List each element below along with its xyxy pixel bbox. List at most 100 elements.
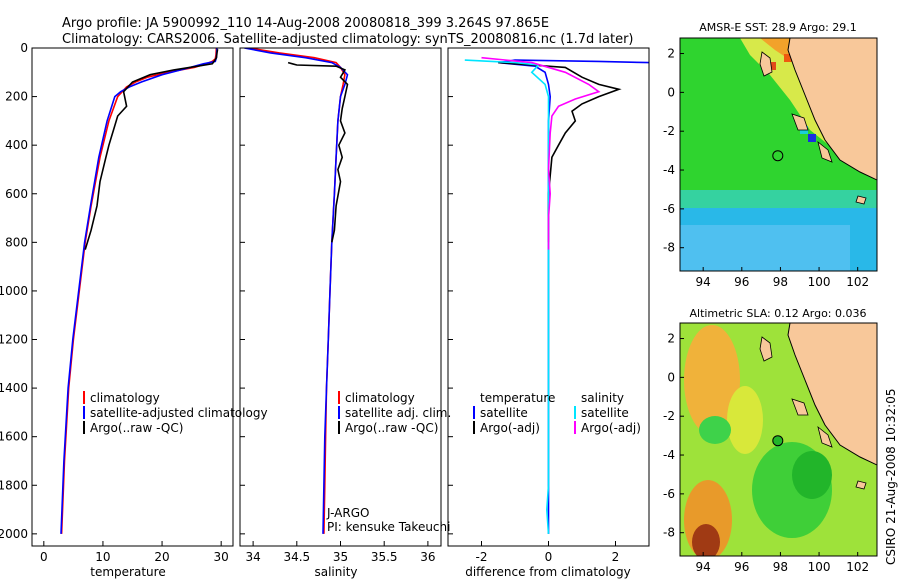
temperature-plot-frame	[31, 47, 234, 547]
sst-lat-label-1: 0	[667, 85, 675, 99]
temperature-legend: climatology satellite-adjusted climatolo…	[83, 391, 268, 435]
sla-land	[787, 323, 877, 466]
salinity-panel: 34 34.5 35 35.5 36 salinity climatology sate…	[239, 47, 451, 579]
diff-series-0	[498, 59, 649, 534]
sst-hot-pixel-1	[768, 62, 776, 70]
depth-tick-label-3: 600	[5, 187, 28, 201]
sst-land	[787, 38, 877, 181]
sst-cool-band-edge	[680, 190, 877, 208]
sst-island-3	[817, 140, 833, 163]
sla-green-blob-3	[792, 451, 832, 499]
sla-island-3	[817, 425, 833, 448]
sst-lat-label-0: 2	[667, 47, 675, 61]
sla-lon-label-0: 94	[696, 560, 711, 574]
legend-label-climatology: climatology	[90, 391, 160, 405]
sst-island-2	[791, 113, 809, 131]
temp-series-1	[60, 48, 218, 534]
sst-blue-pixel	[808, 134, 816, 142]
sla-lat-label-4: -6	[663, 487, 675, 501]
sal-series-1	[244, 48, 349, 534]
diff-xtick-label-0: -2	[476, 550, 488, 564]
sst-lon-label-4: 102	[846, 275, 869, 289]
legend-label-temp-argo: Argo(-adj)	[480, 421, 540, 435]
header-line-2: Climatology: CARS2006. Satellite-adjuste…	[62, 32, 634, 47]
sla-island-4	[855, 480, 867, 490]
sst-lon-label-2: 98	[773, 275, 788, 289]
legend-label-climatology-sal: climatology	[345, 391, 415, 405]
sst-light-band	[680, 225, 850, 271]
sal-xtick-label-1: 34.5	[283, 550, 310, 564]
depth-tick-label-2: 400	[5, 138, 28, 152]
sst-lon-label-0: 94	[696, 275, 711, 289]
depth-tick-label-7: 1400	[0, 381, 28, 395]
temperature-xlabel: temperature	[90, 565, 165, 579]
sla-orange-blob-1	[684, 325, 740, 435]
sst-lat-label-5: -8	[663, 241, 675, 255]
diff-series-3	[481, 56, 601, 250]
temp-xtick-label-3: 30	[214, 550, 229, 564]
sst-island-4	[855, 195, 867, 205]
difference-legend: temperature satellite Argo(-adj) salinit…	[473, 391, 641, 435]
sst-lon-label-1: 96	[734, 275, 749, 289]
temp-series-2	[84, 49, 219, 250]
sst-lat-label-4: -6	[663, 202, 675, 216]
legend-label-argo: Argo(..raw -QC)	[90, 421, 183, 435]
sla-island-1	[759, 336, 773, 362]
sal-xtick-label-4: 36	[420, 550, 435, 564]
depth-tick-label-1: 200	[5, 90, 28, 104]
legend-label-sal-argo: Argo(-adj)	[581, 421, 641, 435]
sst-map-frame	[679, 37, 878, 272]
depth-tick-label-6: 1200	[0, 333, 28, 347]
sla-dark-blob	[692, 524, 720, 556]
salinity-legend: climatology satellite adj. clim. Argo(..…	[338, 391, 451, 435]
sla-lon-label-3: 100	[808, 560, 831, 574]
temperature-panel: 0 10 20 30 0 200 400 600 800 1000 1200 1400 1600 1800…	[0, 41, 268, 579]
sla-yellow-blob	[727, 386, 763, 454]
sst-island-1	[759, 51, 773, 77]
diff-series-2	[464, 59, 550, 534]
sla-lat-label-2: -2	[663, 409, 675, 423]
sst-lat-label-3: -4	[663, 163, 675, 177]
sla-map: Altimetric SLA: 0.12 Argo: 0.036 94 96 98 1…	[663, 307, 878, 574]
sla-lat-label-5: -8	[663, 526, 675, 540]
depth-tick-label-0: 0	[20, 41, 28, 55]
sla-lon-label-2: 98	[773, 560, 788, 574]
temp-xtick-label-1: 10	[95, 550, 110, 564]
sal-series-2	[287, 61, 349, 243]
sst-map-title: AMSR-E SST: 28.9 Argo: 29.1	[699, 21, 857, 34]
sla-lat-label-0: 2	[667, 332, 675, 346]
difference-xlabel: difference from climatology	[465, 565, 631, 579]
jargo-annotation: J-ARGO	[326, 506, 369, 520]
sal-xtick-label-0: 34	[245, 550, 260, 564]
sst-lon-label-3: 100	[808, 275, 831, 289]
legend-label-argo-sal: Argo(..raw -QC)	[345, 421, 438, 435]
sla-lat-label-1: 0	[667, 370, 675, 384]
sla-lat-label-3: -4	[663, 448, 675, 462]
temp-series-0	[60, 48, 218, 534]
diff-xtick-label-1: 0	[545, 550, 553, 564]
sla-island-2	[791, 398, 809, 416]
sst-argo-location-marker	[772, 150, 784, 162]
depth-tick-label-8: 1600	[0, 430, 28, 444]
temp-xtick-label-2: 20	[154, 550, 169, 564]
sst-map: AMSR-E SST: 28.9 Argo: 29.1 94 96 98 100 102…	[663, 21, 878, 289]
sla-argo-location-marker	[772, 435, 784, 447]
difference-panel: -2 0 2 difference from climatology tempera…	[447, 47, 650, 579]
diff-series-1	[498, 61, 622, 243]
depth-tick-label-10: 2000	[0, 527, 28, 541]
sla-green-blob-1	[699, 416, 731, 444]
csiro-timestamp: CSIRO 21-Aug-2008 10:32:05	[884, 389, 898, 565]
depth-tick-label-9: 1800	[0, 478, 28, 492]
legend-header-salinity: salinity	[581, 391, 624, 405]
sla-map-title: Altimetric SLA: 0.12 Argo: 0.036	[689, 307, 866, 320]
sla-lon-label-4: 102	[846, 560, 869, 574]
pi-annotation: PI: kensuke Takeuchi	[327, 520, 450, 534]
temp-xtick-label-0: 0	[40, 550, 48, 564]
sst-lat-label-2: -2	[663, 124, 675, 138]
depth-tick-label-4: 800	[5, 235, 28, 249]
diff-xtick-label-2: 2	[612, 550, 620, 564]
depth-tick-label-5: 1000	[0, 284, 28, 298]
sla-lon-label-1: 96	[734, 560, 749, 574]
legend-header-temperature: temperature	[480, 391, 555, 405]
